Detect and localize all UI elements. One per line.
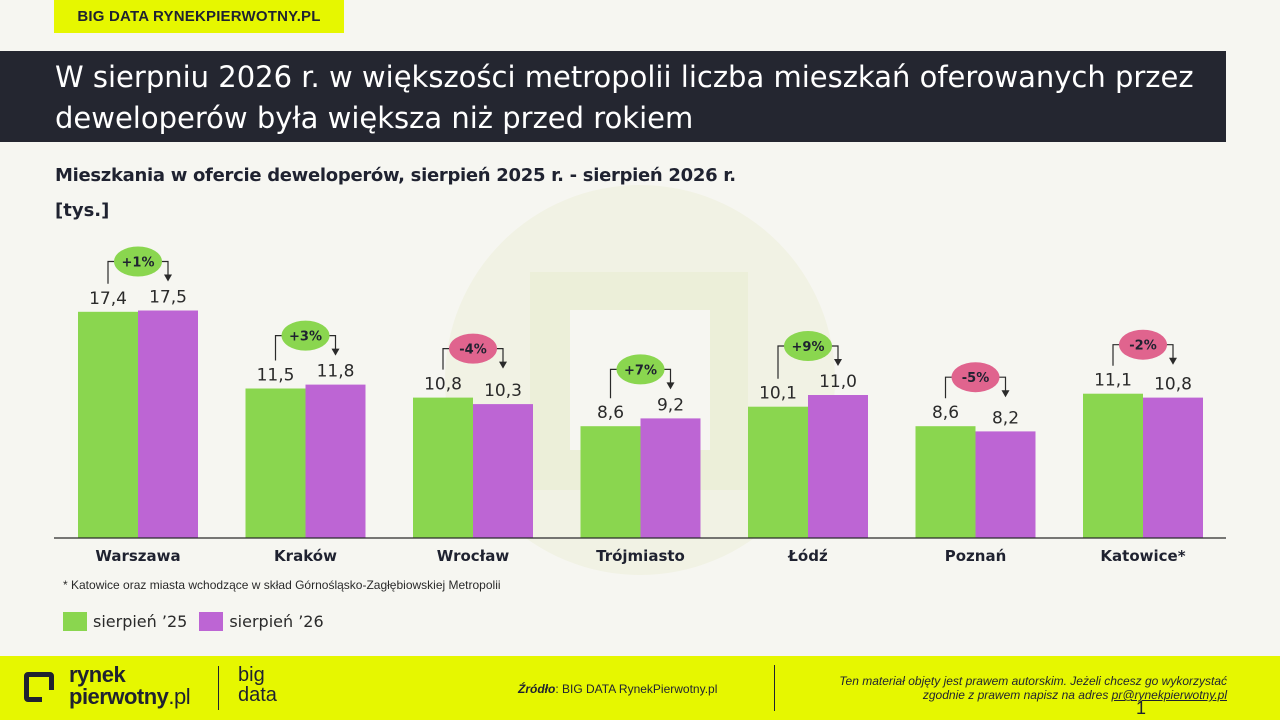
category-label-krakow: Kraków <box>274 547 337 565</box>
category-label-wroclaw: Wrocław <box>437 547 510 565</box>
source-label: Źródło <box>518 682 556 696</box>
headline-banner: W sierpniu 2026 r. w większości metropol… <box>0 51 1226 142</box>
legend-label-2025: sierpień ’25 <box>93 612 188 631</box>
bar-wroclaw-2025 <box>413 397 473 538</box>
copyright-line-1: Ten materiał objęty jest prawem autorski… <box>839 674 1227 688</box>
bar-trojmiasto-2026 <box>640 418 701 538</box>
change-badge-warszawa <box>114 246 162 277</box>
logo-line-1: rynek <box>69 662 126 687</box>
change-label-wroclaw: -4% <box>459 343 486 358</box>
change-arrow-katowice <box>1169 357 1177 365</box>
data-label-wroclaw-2026: 10,3 <box>484 381 522 401</box>
legend-item-2025: sierpień ’25 <box>63 612 187 631</box>
category-label-poznan: Poznań <box>945 547 1007 565</box>
data-label-wroclaw-2025: 10,8 <box>424 375 462 395</box>
data-label-lodz-2026: 11,0 <box>819 372 857 392</box>
big-data-line-2: data <box>238 684 277 706</box>
source-text: : BIG DATA RynekPierwotny.pl <box>555 682 718 696</box>
page-title: W sierpniu 2026 r. w większości metropol… <box>55 60 1194 135</box>
rynekpierwotny-logo: rynek pierwotny.pl <box>69 662 191 709</box>
data-label-trojmiasto-2025: 8,6 <box>597 403 624 423</box>
change-label-lodz: +9% <box>792 340 825 355</box>
change-arrow-warszawa <box>164 274 172 282</box>
rynekpierwotny-logo-icon <box>24 672 54 702</box>
change-badge-wroclaw <box>449 333 497 364</box>
change-arrow-lodz <box>834 359 842 366</box>
bar-wroclaw-2026 <box>473 404 533 538</box>
change-label-warszawa: +1% <box>122 256 155 271</box>
data-label-krakow-2025: 11,5 <box>257 366 295 386</box>
change-badge-krakow <box>281 320 330 351</box>
logo-suffix: .pl <box>168 684 191 709</box>
bar-poznan-2026 <box>975 431 1036 538</box>
bar-chart: 17,4 17,5 +1% Warszawa 11,5 11,8 +3% Kraków 10,8… <box>54 246 1226 565</box>
data-label-warszawa-2026: 17,5 <box>149 288 187 308</box>
data-label-katowice-2025: 11,1 <box>1094 371 1132 391</box>
contact-email-link[interactable]: pr@rynekpierwotny.pl <box>1111 688 1227 702</box>
category-label-katowice: Katowice* <box>1100 547 1185 565</box>
chart-subtitle: Mieszkania w ofercie deweloperów, sierpi… <box>55 165 736 186</box>
data-label-poznan-2026: 8,2 <box>992 408 1019 428</box>
bar-katowice-2025 <box>1083 393 1143 538</box>
bar-lodz-2025 <box>748 406 808 538</box>
source-note: Źródło: BIG DATA RynekPierwotny.pl <box>518 682 717 696</box>
big-data-logo: big data <box>238 665 277 705</box>
data-label-krakow-2026: 11,8 <box>317 362 355 382</box>
footer-divider <box>774 665 775 711</box>
legend-item-2026: sierpień ’26 <box>199 612 324 631</box>
big-data-line-1: big <box>238 664 265 686</box>
chart-unit: [tys.] <box>55 200 110 221</box>
data-label-katowice-2026: 10,8 <box>1154 375 1192 395</box>
change-arrow-trojmiasto <box>666 382 675 390</box>
bar-krakow-2025 <box>245 388 306 538</box>
copyright-line-2: zgodnie z prawem napisz na adres <box>922 688 1112 702</box>
data-label-trojmiasto-2026: 9,2 <box>657 395 684 415</box>
category-label-warszawa: Warszawa <box>95 547 180 565</box>
brand-tag: BIG DATA RYNEKPIERWOTNY.PL <box>54 0 344 33</box>
bar-poznan-2025 <box>915 426 976 538</box>
chart-legend: sierpień ’25 sierpień ’26 <box>63 612 326 631</box>
data-label-poznan-2025: 8,6 <box>932 403 959 423</box>
data-label-warszawa-2025: 17,4 <box>89 289 127 309</box>
bar-katowice-2026 <box>1143 397 1203 538</box>
change-arrow-poznan <box>1001 390 1010 398</box>
bar-trojmiasto-2025 <box>580 426 641 538</box>
page-number: 1 <box>1136 698 1147 718</box>
change-badge-poznan <box>951 362 1000 393</box>
logo-divider <box>218 666 219 710</box>
change-label-katowice: -2% <box>1129 339 1156 354</box>
bar-warszawa-2025 <box>78 311 138 538</box>
change-arrow-krakow <box>331 348 340 356</box>
change-label-krakow: +3% <box>289 330 322 345</box>
bar-warszawa-2026 <box>138 310 198 538</box>
legend-swatch-2025 <box>63 612 87 631</box>
copyright-note: Ten materiał objęty jest prawem autorski… <box>839 674 1227 702</box>
legend-label-2026: sierpień ’26 <box>229 612 324 631</box>
category-label-lodz: Łódź <box>787 547 828 565</box>
logo-line-2: pierwotny <box>69 684 169 709</box>
change-arrow-wroclaw <box>499 361 507 369</box>
category-label-trojmiasto: Trójmiasto <box>596 547 685 565</box>
change-badge-katowice <box>1119 329 1167 360</box>
change-label-poznan: -5% <box>962 371 989 386</box>
bar-lodz-2026 <box>808 395 868 538</box>
data-label-lodz-2025: 10,1 <box>759 384 797 404</box>
change-label-trojmiasto: +7% <box>624 363 657 378</box>
legend-swatch-2026 <box>199 612 224 631</box>
chart-footnote: * Katowice oraz miasta wchodzące w skład… <box>63 578 501 592</box>
bar-krakow-2026 <box>305 384 366 538</box>
footer-bar: rynek pierwotny.pl big data Źródło: BIG … <box>0 656 1280 720</box>
change-badge-lodz <box>784 331 832 361</box>
change-badge-trojmiasto <box>616 354 665 385</box>
